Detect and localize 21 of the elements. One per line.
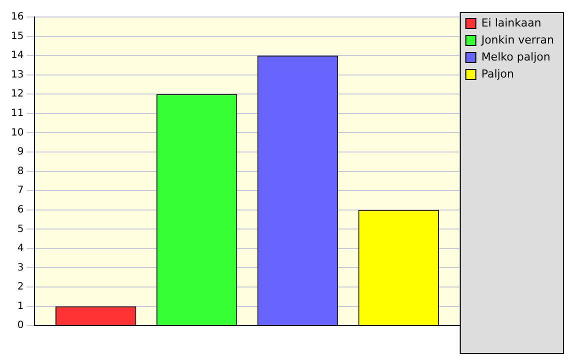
y-tick-label: 2 — [17, 282, 24, 293]
legend-label: Paljon — [481, 67, 514, 80]
y-tick-label: 13 — [10, 69, 24, 80]
y-tick-label: 11 — [10, 108, 24, 120]
y-tick-label: 0 — [17, 320, 24, 332]
legend-label: Jonkin verran — [480, 33, 554, 46]
y-tick-label: 4 — [17, 243, 24, 254]
y-tick-label: 6 — [17, 204, 24, 216]
legend-label: Ei lainkaan — [481, 16, 542, 30]
y-tick-label: 5 — [17, 224, 24, 235]
y-tick-label: 1 — [17, 300, 24, 312]
y-tick-label: 7 — [17, 185, 24, 196]
y-tick-label: 15 — [10, 30, 24, 42]
y-tick-label: 14 — [10, 50, 24, 62]
y-tick-label: 10 — [10, 127, 24, 138]
legend-label: Melko paljon — [481, 50, 550, 64]
y-tick-label: 8 — [17, 166, 24, 177]
y-tick-label: 16 — [10, 12, 24, 23]
y-tick-label: 9 — [17, 146, 24, 158]
y-tick-label: 3 — [17, 262, 24, 274]
y-tick-label: 12 — [10, 88, 24, 100]
